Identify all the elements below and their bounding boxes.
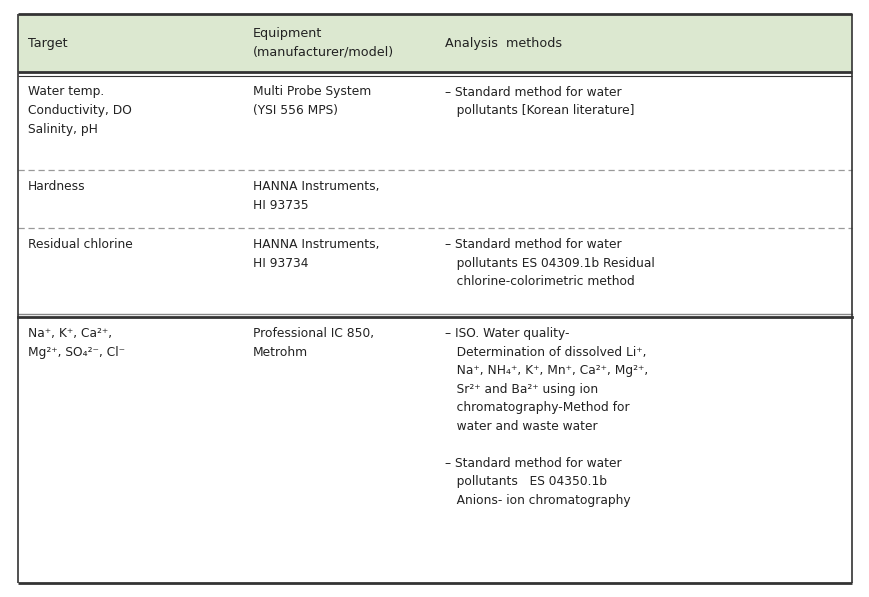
Text: Professional IC 850,
Metrohm: Professional IC 850, Metrohm [253, 327, 374, 359]
Bar [18, 75, 851, 170]
Text: – Standard method for water
   pollutants [Korean literature]: – Standard method for water pollutants [… [444, 85, 634, 117]
Text: Analysis  methods: Analysis methods [444, 36, 561, 50]
Text: Target: Target [28, 36, 68, 50]
Text: HANNA Instruments,
HI 93735: HANNA Instruments, HI 93735 [253, 180, 379, 212]
Text: Multi Probe System
(YSI 556 MPS): Multi Probe System (YSI 556 MPS) [253, 85, 371, 117]
Bar [18, 170, 851, 228]
Text: Equipment
(manufacturer/model): Equipment (manufacturer/model) [253, 27, 394, 59]
Bar [18, 14, 851, 72]
Text: – ISO. Water quality-
   Determination of dissolved Li⁺,
   Na⁺, NH₄⁺, K⁺, Mn⁺, : – ISO. Water quality- Determination of d… [444, 327, 647, 507]
Bar [18, 228, 851, 315]
Text: – Standard method for water
   pollutants ES 04309.1b Residual
   chlorine-color: – Standard method for water pollutants E… [444, 238, 654, 288]
Text: Residual chlorine: Residual chlorine [28, 238, 133, 251]
Text: Na⁺, K⁺, Ca²⁺,
Mg²⁺, SO₄²⁻, Cl⁻: Na⁺, K⁺, Ca²⁺, Mg²⁺, SO₄²⁻, Cl⁻ [28, 327, 125, 359]
Text: HANNA Instruments,
HI 93734: HANNA Instruments, HI 93734 [253, 238, 379, 270]
Text: Hardness: Hardness [28, 180, 85, 193]
Text: Water temp.
Conductivity, DO
Salinity, pH: Water temp. Conductivity, DO Salinity, p… [28, 85, 132, 136]
Bar [18, 318, 851, 586]
